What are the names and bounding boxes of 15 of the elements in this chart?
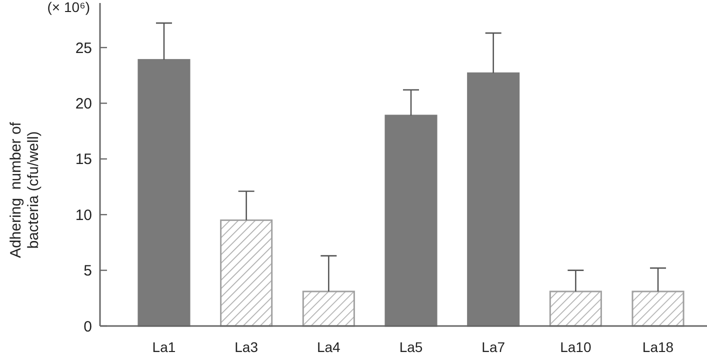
y-tick-label: 25 — [75, 40, 92, 57]
x-tick-label: La1 — [152, 339, 176, 355]
y-tick-label: 10 — [75, 206, 92, 224]
x-tick-label: La5 — [399, 339, 423, 355]
x-tick-label: La10 — [560, 339, 592, 355]
x-tick-label: La3 — [234, 339, 258, 355]
y-axis-title: Adhering number of bacteria (cfu/well) — [8, 121, 42, 258]
y-tick-label: 15 — [75, 151, 92, 168]
x-tick-label: La7 — [482, 339, 506, 355]
y-tick-label: 0 — [84, 318, 92, 336]
text: (× 10⁶) — [47, 0, 90, 15]
y-tick-label: 5 — [84, 262, 92, 280]
x-tick-label: La18 — [642, 339, 674, 355]
x-tick-label: La4 — [316, 339, 341, 355]
y-tick-label: 20 — [75, 95, 92, 112]
